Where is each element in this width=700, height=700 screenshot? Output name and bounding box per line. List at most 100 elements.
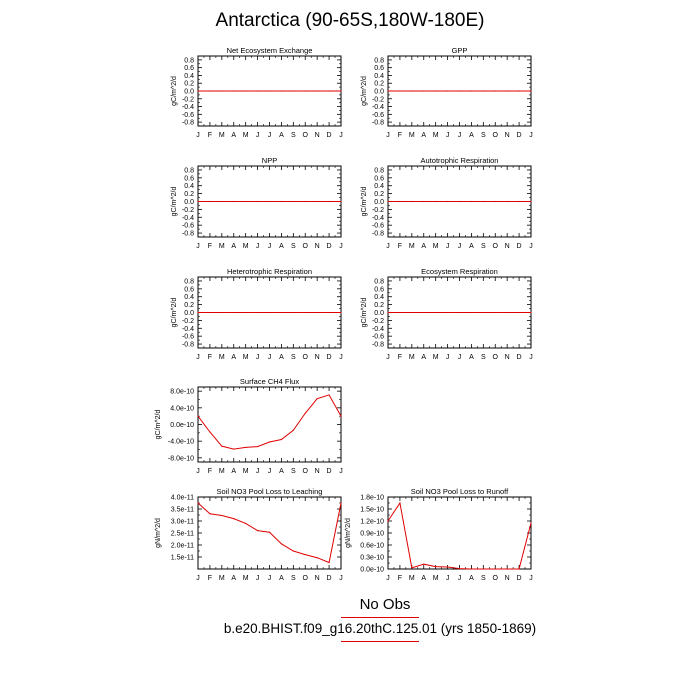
x-tick-label: S: [291, 575, 296, 582]
y-tick-label: 0.2: [184, 191, 194, 198]
x-tick-label: A: [469, 575, 474, 582]
y-tick-label: 8.0e-10: [170, 389, 194, 396]
y-tick-label: 0.4: [184, 73, 194, 80]
x-tick-label: O: [493, 243, 499, 250]
data-point: [197, 415, 199, 417]
x-tick-label: F: [208, 132, 212, 139]
y-tick-label: -4.0e-10: [168, 439, 194, 446]
x-tick-label: N: [505, 243, 510, 250]
data-point: [482, 568, 484, 570]
x-tick-label: M: [409, 575, 415, 582]
data-point: [458, 200, 461, 203]
x-tick-label: S: [291, 132, 296, 139]
x-tick-label: D: [327, 575, 332, 582]
x-tick-label: A: [231, 132, 236, 139]
panel-title: Soil NO3 Pool Loss to Leaching: [217, 487, 323, 496]
x-tick-label: A: [231, 354, 236, 361]
x-tick-label: D: [327, 243, 332, 250]
data-point: [233, 448, 235, 450]
data-point: [221, 200, 223, 203]
data-point: [411, 311, 413, 314]
data-point: [411, 200, 413, 203]
data-point: [268, 311, 271, 314]
data-point: [209, 90, 211, 92]
panel-title: Net Ecosystem Exchange: [227, 46, 313, 55]
chart-panel: J F M A M J J A S O N D J-0.8-0.6-0.4-0.20.00.20.40.…: [171, 156, 343, 250]
x-tick-label: N: [315, 243, 320, 250]
x-tick-label: S: [481, 132, 486, 139]
data-point: [245, 446, 247, 449]
data-point: [221, 445, 223, 447]
x-tick-label: S: [481, 354, 486, 361]
y-axis-label: gC/m^2/d: [361, 187, 368, 217]
x-tick-label: D: [327, 354, 332, 361]
y-tick-label: -0.4: [182, 215, 194, 222]
x-tick-label: S: [481, 243, 486, 250]
data-point: [423, 90, 425, 92]
y-tick-label: 0.0: [184, 199, 194, 206]
y-tick-label: 3.0e-11: [171, 519, 194, 526]
x-tick-label: J: [529, 575, 533, 582]
panel-title: NPP: [262, 156, 277, 165]
y-tick-label: 0.6: [184, 286, 194, 293]
data-point: [268, 531, 271, 533]
data-point: [316, 200, 318, 203]
x-tick-label: J: [446, 575, 450, 582]
data-point: [423, 200, 425, 203]
panel-title: Ecosystem Respiration: [421, 267, 498, 276]
y-tick-label: 2.0e-11: [171, 543, 194, 550]
y-tick-label: 0.6: [374, 175, 384, 182]
data-point: [340, 502, 342, 504]
y-tick-label: -0.4: [372, 104, 384, 111]
y-tick-label: -0.6: [372, 112, 384, 119]
y-tick-label: -0.2: [372, 96, 384, 103]
x-tick-label: J: [339, 468, 343, 475]
y-axis-label: gN/m^2/d: [155, 518, 162, 548]
y-tick-label: -0.6: [372, 223, 384, 230]
data-point: [280, 438, 283, 441]
data-point: [411, 90, 413, 92]
x-tick-label: M: [433, 243, 439, 250]
x-tick-label: F: [398, 132, 402, 139]
y-tick-label: 0.8: [374, 278, 384, 285]
data-point: [292, 200, 294, 203]
x-tick-label: M: [409, 354, 415, 361]
x-tick-label: S: [291, 243, 296, 250]
y-tick-label: 0.8: [184, 57, 194, 64]
x-tick-label: J: [196, 132, 200, 139]
y-tick-label: -0.8: [182, 342, 194, 349]
panel-title: Surface CH4 Flux: [240, 377, 299, 386]
x-tick-label: J: [268, 575, 272, 582]
data-point: [494, 311, 496, 314]
y-tick-label: -0.8: [182, 120, 194, 127]
x-tick-label: J: [458, 132, 462, 139]
x-tick-label: A: [421, 575, 426, 582]
data-point: [399, 502, 401, 504]
y-tick-label: -0.8: [182, 231, 194, 238]
data-point: [328, 394, 330, 396]
data-point: [328, 561, 330, 564]
data-point: [221, 514, 223, 517]
x-tick-label: N: [315, 468, 320, 475]
x-tick-label: A: [279, 243, 284, 250]
x-tick-label: O: [303, 575, 309, 582]
y-tick-label: 0.0: [184, 89, 194, 96]
x-tick-label: M: [219, 132, 225, 139]
data-point: [197, 311, 199, 314]
y-tick-label: 0.2: [374, 302, 384, 309]
y-axis-label: gC/m^2/d: [171, 298, 178, 328]
y-tick-label: -0.8: [372, 342, 384, 349]
data-point: [304, 554, 306, 556]
x-tick-label: M: [219, 575, 225, 582]
data-point: [316, 90, 318, 92]
chart-panel: J F M A M J J A S O N D J1.5e-112.0e-112.5e-113.0e-1…: [155, 487, 343, 582]
x-tick-label: A: [231, 468, 236, 475]
y-tick-label: -0.8: [372, 231, 384, 238]
x-tick-label: M: [409, 243, 415, 250]
data-point: [280, 200, 283, 203]
y-tick-label: -0.6: [372, 334, 384, 341]
data-point: [268, 200, 271, 203]
data-point: [292, 90, 294, 92]
x-tick-label: J: [256, 468, 260, 475]
x-tick-label: N: [505, 575, 510, 582]
